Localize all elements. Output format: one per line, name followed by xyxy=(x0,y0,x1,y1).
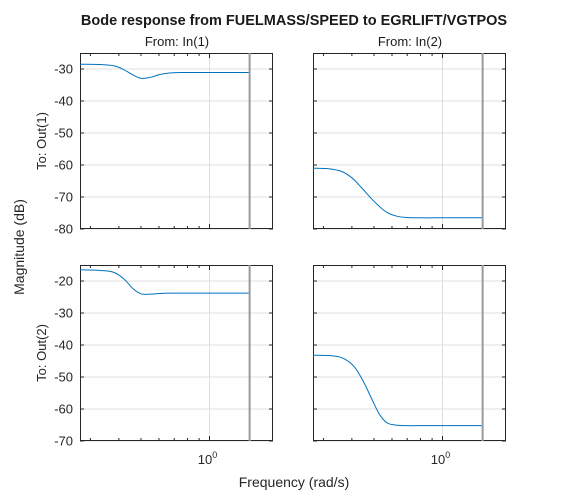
subplot-r1-c1: -30 -40 -50 -60 -70 -80 xyxy=(54,53,273,237)
row-label-out1: To: Out(1) xyxy=(34,112,49,170)
axes-border xyxy=(80,53,273,229)
axes-background xyxy=(80,53,273,229)
axes-background xyxy=(313,53,506,229)
y-tick-label: -80 xyxy=(54,222,73,237)
y-tick-label: -60 xyxy=(54,402,73,417)
x-tick-label: 100 xyxy=(431,450,450,467)
figure-title: Bode response from FUELMASS/SPEED to EGR… xyxy=(81,13,508,29)
y-axis-label: Magnitude (dB) xyxy=(11,199,27,295)
magnitude-curve xyxy=(79,63,250,79)
subplot-r1-c2 xyxy=(312,53,506,230)
axes-border xyxy=(313,53,506,229)
magnitude-curve xyxy=(312,167,483,219)
y-tick-label: -50 xyxy=(54,126,73,141)
magnitude-curve xyxy=(79,269,250,295)
axes-border xyxy=(313,265,506,441)
magnitude-curve xyxy=(312,354,483,427)
axes-border xyxy=(80,265,273,441)
column-title-in1: From: In(1) xyxy=(145,34,209,49)
axes-background xyxy=(313,265,506,441)
y-tick-label: -40 xyxy=(54,94,73,109)
y-tick-label: -40 xyxy=(54,338,73,353)
y-tick-label: -50 xyxy=(54,370,73,385)
axes-background xyxy=(80,265,273,441)
x-axis-label: Frequency (rad/s) xyxy=(239,474,349,490)
y-tick-label: -60 xyxy=(54,158,73,173)
y-tick-label: -70 xyxy=(54,190,73,205)
subplot-grid: -30 -40 -50 -60 -70 -80 -20 -30 -40 -50 -60 -70 100 1… xyxy=(54,53,506,467)
y-tick-label: -20 xyxy=(54,274,73,289)
y-tick-label: -70 xyxy=(54,434,73,449)
x-tick-label: 100 xyxy=(198,450,217,467)
row-label-out2: To: Out(2) xyxy=(34,324,49,382)
subplot-r2-c2: 100 xyxy=(312,265,506,467)
y-tick-label: -30 xyxy=(54,62,73,77)
subplot-r2-c1: -20 -30 -40 -50 -60 -70 100 xyxy=(54,265,273,467)
y-tick-label: -30 xyxy=(54,306,73,321)
column-title-in2: From: In(2) xyxy=(378,34,442,49)
